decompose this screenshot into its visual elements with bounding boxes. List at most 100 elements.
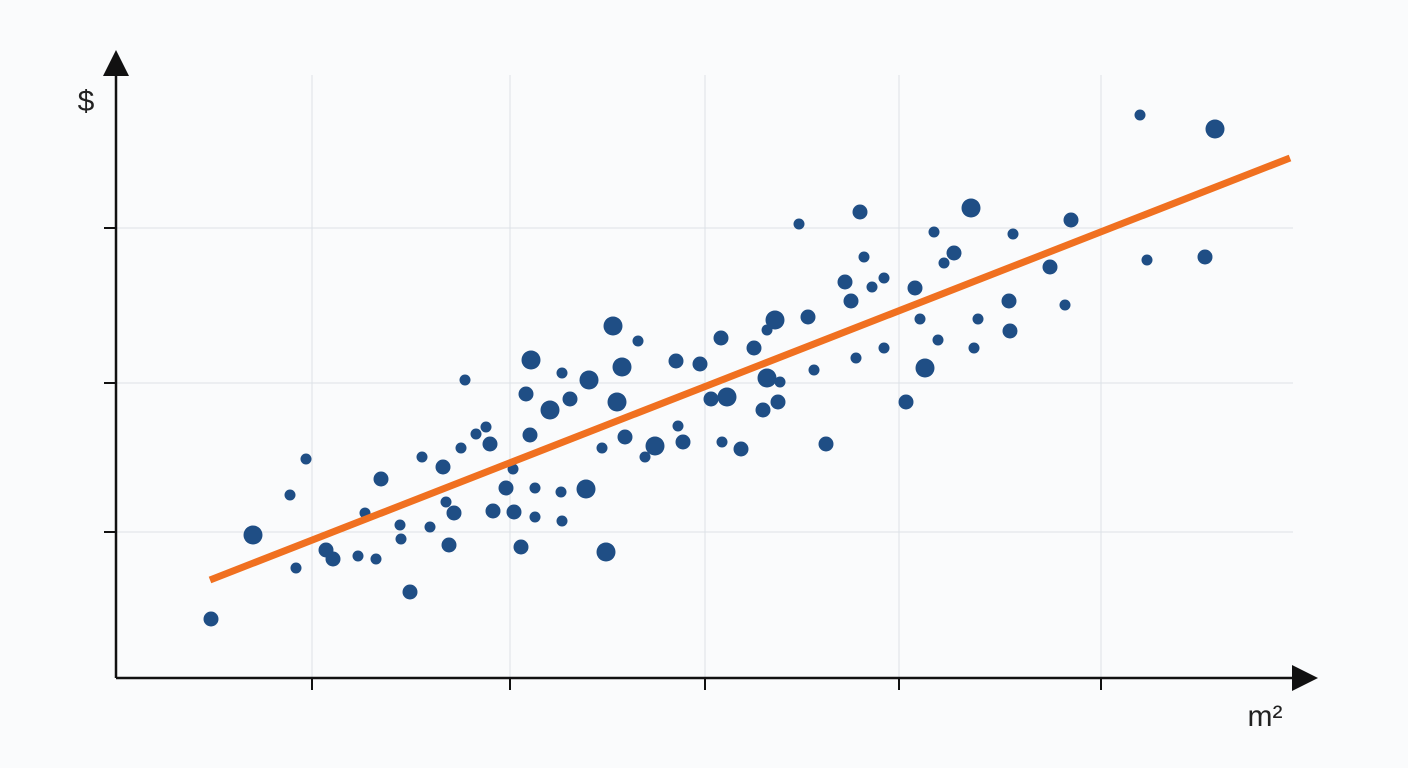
point [800,309,816,325]
point [243,525,263,545]
point [416,451,428,463]
point [485,503,501,519]
point [522,427,538,443]
y-axis-label: $ [78,85,95,118]
point [203,611,219,627]
point [455,442,467,454]
point [770,394,786,410]
point [325,551,341,567]
point [774,376,786,388]
point [668,353,684,369]
point [617,429,633,445]
point [373,471,389,487]
point [843,293,859,309]
point [938,257,950,269]
point [898,394,914,410]
point [1007,228,1019,240]
point [713,330,729,346]
point [1001,293,1017,309]
grid [116,75,1293,678]
point [961,198,981,218]
point [562,391,578,407]
point [1042,259,1058,275]
point [632,335,644,347]
point [914,313,926,325]
y-axis-arrow [103,50,129,76]
point [755,402,771,418]
point [555,486,567,498]
point [765,310,785,330]
point [459,374,471,386]
point [480,421,492,433]
point [928,226,940,238]
point [556,515,568,527]
point [746,340,762,356]
point [907,280,923,296]
point [596,442,608,454]
point [858,251,870,263]
point [808,364,820,376]
point [513,539,529,555]
point [703,391,719,407]
point [972,313,984,325]
point [300,453,312,465]
point [506,504,522,520]
point [716,436,728,448]
point [639,451,651,463]
point [470,428,482,440]
point [579,370,599,390]
point [717,387,737,407]
point [837,274,853,290]
point [441,537,457,553]
point [733,441,749,457]
point [878,272,890,284]
trend-line [208,154,1292,584]
point [540,400,560,420]
point [498,480,514,496]
point [675,434,691,450]
point [946,245,962,261]
point [1134,109,1146,121]
point [915,358,935,378]
point [556,367,568,379]
point [692,356,708,372]
point [446,505,462,521]
point [1063,212,1079,228]
point [1002,323,1018,339]
point [866,281,878,293]
x-axis-label: m² [1248,700,1283,733]
point [607,392,627,412]
point [1141,254,1153,266]
point [878,342,890,354]
point [1197,249,1213,265]
point [402,584,418,600]
point [518,386,534,402]
point [395,533,407,545]
point [529,482,541,494]
point [1205,119,1225,139]
point [818,436,834,452]
point [757,368,777,388]
x-axis-arrow [1292,665,1318,691]
point [482,436,498,452]
point [852,204,868,220]
point [793,218,805,230]
point [612,357,632,377]
point [672,420,684,432]
point [968,342,980,354]
point [284,489,296,501]
point [850,352,862,364]
point [1059,299,1071,311]
point [596,542,616,562]
point [435,459,451,475]
point [290,562,302,574]
point [645,436,665,456]
point [440,496,452,508]
point [529,511,541,523]
point [521,350,541,370]
point [352,550,364,562]
point [394,519,406,531]
point [932,334,944,346]
